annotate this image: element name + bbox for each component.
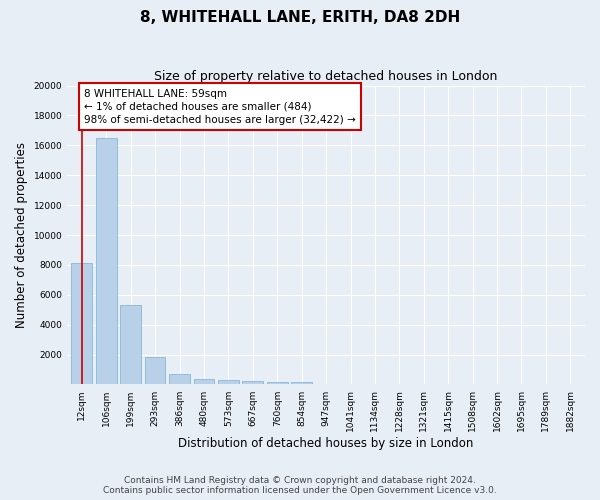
Bar xyxy=(267,382,287,384)
Text: Contains HM Land Registry data © Crown copyright and database right 2024.
Contai: Contains HM Land Registry data © Crown c… xyxy=(103,476,497,495)
Bar xyxy=(169,374,190,384)
Bar xyxy=(120,305,141,384)
Bar xyxy=(145,357,166,384)
Bar xyxy=(71,264,92,384)
X-axis label: Distribution of detached houses by size in London: Distribution of detached houses by size … xyxy=(178,437,474,450)
Title: Size of property relative to detached houses in London: Size of property relative to detached ho… xyxy=(154,70,498,83)
Bar xyxy=(218,380,239,384)
Text: 8 WHITEHALL LANE: 59sqm
← 1% of detached houses are smaller (484)
98% of semi-de: 8 WHITEHALL LANE: 59sqm ← 1% of detached… xyxy=(84,88,356,125)
Bar xyxy=(96,138,116,384)
Bar xyxy=(242,381,263,384)
Bar xyxy=(291,382,312,384)
Text: 8, WHITEHALL LANE, ERITH, DA8 2DH: 8, WHITEHALL LANE, ERITH, DA8 2DH xyxy=(140,10,460,25)
Y-axis label: Number of detached properties: Number of detached properties xyxy=(15,142,28,328)
Bar xyxy=(194,379,214,384)
